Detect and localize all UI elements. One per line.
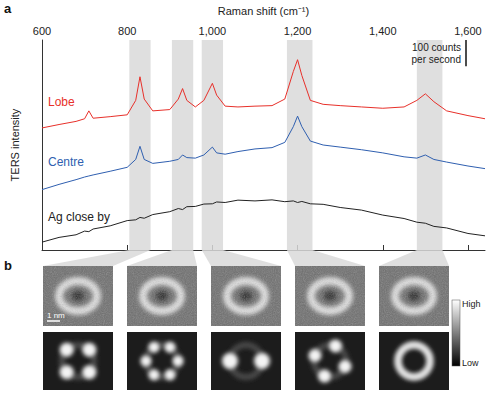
svg-text:Centre: Centre [48,155,84,169]
svg-text:per second: per second [412,54,461,65]
svg-text:1,000: 1,000 [199,25,227,37]
svg-text:TERS intensity: TERS intensity [9,108,21,181]
svg-text:100 counts: 100 counts [412,42,461,53]
svg-text:b: b [4,258,12,273]
svg-text:Ag close by: Ag close by [48,210,110,224]
svg-text:Lobe: Lobe [48,95,75,109]
svg-text:Raman shift (cm⁻¹): Raman shift (cm⁻¹) [218,5,309,17]
svg-text:1,400: 1,400 [369,25,397,37]
svg-text:800: 800 [118,25,136,37]
svg-text:1,200: 1,200 [284,25,312,37]
svg-text:600: 600 [33,25,51,37]
svg-text:1 nm: 1 nm [47,311,65,320]
svg-text:a: a [4,1,12,16]
svg-text:High: High [462,299,481,309]
svg-text:1,600: 1,600 [454,25,482,37]
svg-text:Low: Low [462,358,479,368]
